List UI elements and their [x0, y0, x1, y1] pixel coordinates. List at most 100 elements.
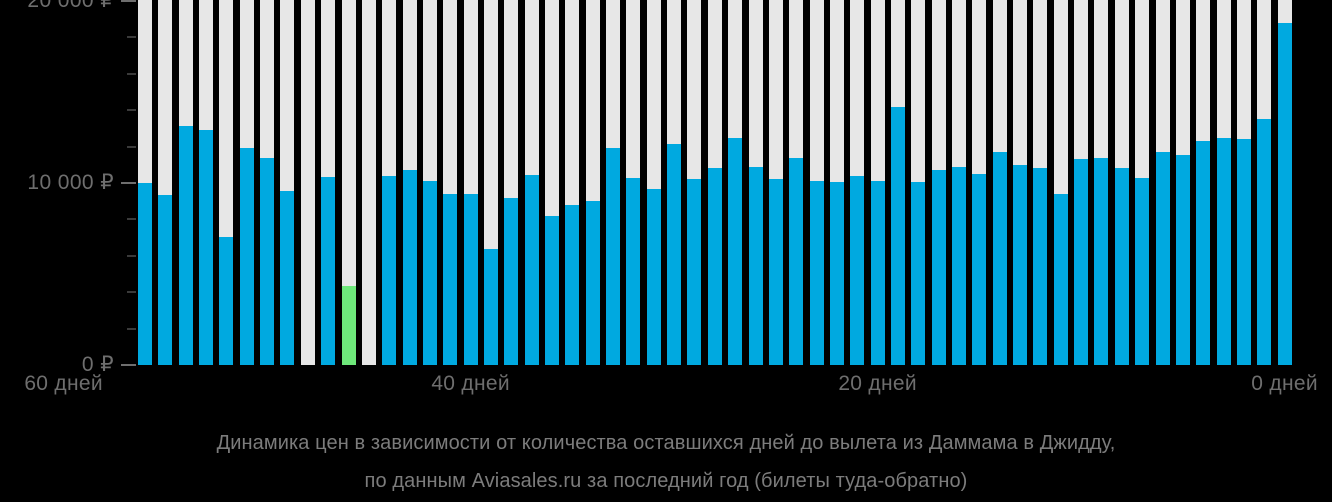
bar-slot[interactable] — [768, 0, 783, 365]
bar-slot[interactable] — [239, 0, 254, 365]
bar-value — [1257, 119, 1272, 365]
bar-slot[interactable] — [321, 0, 336, 365]
bar-slot[interactable] — [219, 0, 234, 365]
y-axis-tick-mark — [127, 327, 136, 330]
bar-slot[interactable] — [585, 0, 600, 365]
bar-slot[interactable] — [1236, 0, 1251, 365]
bar-value — [850, 175, 865, 365]
bar-slot[interactable] — [565, 0, 580, 365]
bar-slot[interactable] — [463, 0, 478, 365]
y-axis-tick-mark — [121, 364, 136, 366]
y-axis-tick-mark — [127, 254, 136, 257]
bar-slot[interactable] — [1155, 0, 1170, 365]
bar-series — [136, 0, 1332, 366]
bar-value — [341, 285, 356, 365]
caption-line-2: по данным Aviasales.ru за последний год … — [364, 470, 968, 492]
bar-value — [1013, 164, 1028, 365]
bar-slot[interactable] — [524, 0, 539, 365]
bar-value — [199, 130, 214, 365]
bar-slot[interactable] — [504, 0, 519, 365]
bar-slot[interactable] — [382, 0, 397, 365]
x-axis-tick-0-days: 0 дней — [1251, 372, 1318, 395]
bar-slot[interactable] — [911, 0, 926, 365]
bar-value — [768, 179, 783, 365]
x-axis-tick-60-days: 60 дней — [24, 372, 103, 395]
bar-slot[interactable] — [260, 0, 275, 365]
bar-slot[interactable] — [1033, 0, 1048, 365]
bar-slot[interactable] — [1094, 0, 1109, 365]
x-axis-tick-20-days: 20 дней — [838, 372, 917, 395]
bar-slot[interactable] — [626, 0, 641, 365]
bar-track — [341, 0, 356, 365]
bar-slot[interactable] — [789, 0, 804, 365]
bar-slot[interactable] — [1114, 0, 1129, 365]
x-axis-tick-40-days: 40 дней — [431, 372, 510, 395]
bar-value — [972, 173, 987, 365]
bar-slot[interactable] — [667, 0, 682, 365]
bar-slot[interactable] — [646, 0, 661, 365]
y-axis-tick-mark — [121, 182, 136, 184]
bar-slot[interactable] — [809, 0, 824, 365]
bar-value — [911, 182, 926, 365]
bar-slot[interactable] — [707, 0, 722, 365]
y-axis-tick-label: 20 000 ₽ — [27, 0, 114, 12]
bar-slot[interactable] — [952, 0, 966, 365]
bar-value — [707, 167, 722, 365]
bar-value — [158, 194, 173, 365]
bar-slot[interactable] — [992, 0, 1007, 365]
y-axis-tick-mark — [127, 145, 136, 148]
bar-slot[interactable] — [545, 0, 559, 365]
bar-slot[interactable] — [158, 0, 173, 365]
bar-value — [321, 176, 336, 365]
bar-slot[interactable] — [1175, 0, 1190, 365]
bar-slot[interactable] — [1216, 0, 1231, 365]
y-axis-tick-label: 10 000 ₽ — [27, 170, 114, 194]
bar-slot[interactable] — [422, 0, 437, 365]
bar-track — [361, 0, 376, 365]
y-axis-tick-label: 0 ₽ — [81, 352, 114, 376]
bar-slot[interactable] — [1277, 0, 1292, 365]
y-axis-tick-mark — [127, 109, 136, 112]
x-axis: 60 дней 40 дней 20 дней 0 дней — [24, 372, 1332, 412]
bar-slot[interactable] — [829, 0, 844, 365]
bar-slot[interactable] — [1074, 0, 1089, 365]
bar-slot[interactable] — [1257, 0, 1272, 365]
bar-slot[interactable] — [1135, 0, 1150, 365]
bar-slot[interactable] — [280, 0, 295, 365]
bar-value — [687, 179, 702, 365]
bar-value — [138, 183, 152, 365]
bar-slot[interactable] — [402, 0, 417, 365]
bar-slot[interactable] — [443, 0, 458, 365]
bar-value — [992, 152, 1007, 365]
bar-slot[interactable] — [361, 0, 376, 365]
bar-slot[interactable] — [606, 0, 621, 365]
bar-slot[interactable] — [870, 0, 885, 365]
bar-value — [931, 170, 946, 365]
y-axis-tick-mark — [121, 0, 136, 2]
bar-slot[interactable] — [1053, 0, 1068, 365]
bar-slot[interactable] — [178, 0, 193, 365]
bar-slot[interactable] — [1013, 0, 1028, 365]
bar-slot[interactable] — [748, 0, 763, 365]
bar-slot[interactable] — [931, 0, 946, 365]
bar-value — [402, 170, 417, 365]
y-axis-tick-mark — [127, 72, 136, 75]
bar-slot[interactable] — [972, 0, 987, 365]
bar-slot[interactable] — [138, 0, 152, 365]
y-axis-tick-mark — [127, 218, 136, 221]
caption-line-1: Динамика цен в зависимости от количества… — [216, 432, 1116, 454]
bar-slot[interactable] — [728, 0, 743, 365]
bar-value — [443, 193, 458, 365]
bar-slot[interactable] — [300, 0, 315, 365]
bar-slot[interactable] — [1196, 0, 1211, 365]
bar-slot[interactable] — [890, 0, 905, 365]
bar-slot[interactable] — [199, 0, 214, 365]
bar-slot[interactable] — [850, 0, 865, 365]
bar-slot[interactable] — [687, 0, 702, 365]
bar-value — [789, 157, 804, 365]
bar-slot[interactable] — [483, 0, 498, 365]
bar-slot[interactable] — [341, 0, 356, 365]
bar-value — [219, 236, 234, 365]
chart-caption: Динамика цен в зависимости от количества… — [0, 424, 1332, 500]
